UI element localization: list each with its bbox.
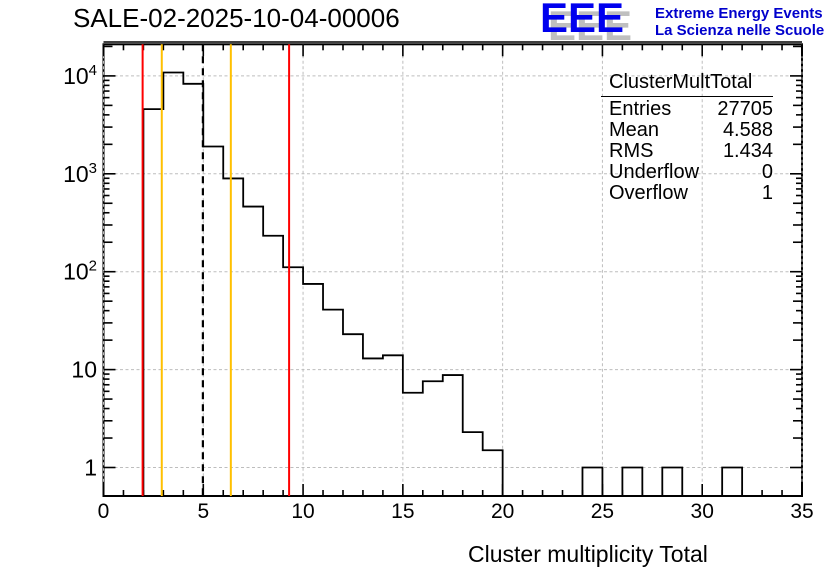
svg-text:20: 20 — [491, 500, 514, 523]
svg-text:35: 35 — [790, 500, 813, 523]
svg-text:25: 25 — [591, 500, 614, 523]
svg-text:10: 10 — [291, 500, 314, 523]
svg-text:102: 102 — [63, 258, 97, 285]
svg-text:1: 1 — [84, 455, 97, 481]
svg-text:30: 30 — [691, 500, 714, 523]
svg-text:104: 104 — [63, 62, 97, 89]
svg-text:103: 103 — [63, 160, 97, 187]
svg-text:5: 5 — [197, 500, 209, 523]
svg-text:0: 0 — [98, 500, 110, 523]
svg-text:EEE: EEE — [540, 2, 624, 41]
svg-text:10: 10 — [71, 357, 97, 383]
svg-text:15: 15 — [391, 500, 414, 523]
